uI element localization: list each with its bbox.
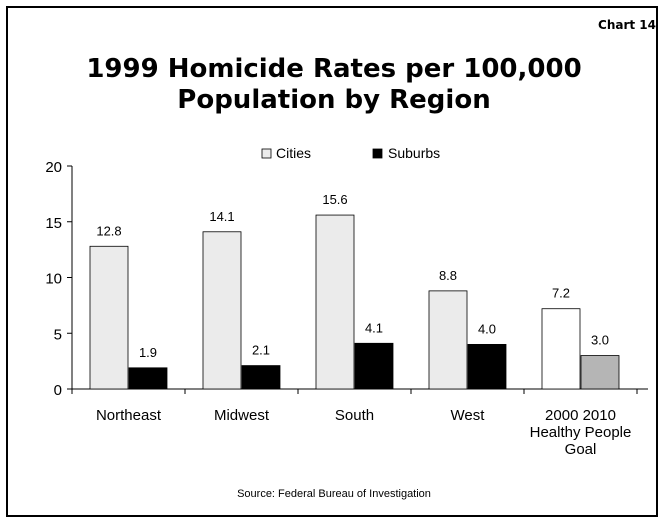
legend-swatch-cities — [261, 148, 272, 159]
bar-suburbs-4 — [580, 355, 620, 390]
x-category-label: Healthy People — [530, 424, 632, 441]
x-category-label: Goal — [565, 441, 597, 458]
legend-label-cities: Cities — [276, 145, 311, 161]
source-note: Source: Federal Bureau of Investigation — [237, 488, 431, 500]
chart-title-line-1: 1999 Homicide Rates per 100,000 — [86, 54, 582, 84]
legend-label-suburbs: Suburbs — [388, 145, 440, 161]
chart-title-line-2: Population by Region — [177, 85, 491, 115]
chart-title: 1999 Homicide Rates per 100,000 Populati… — [0, 54, 668, 116]
data-label-suburbs-0: 1.9 — [139, 345, 157, 360]
bar-suburbs-1 — [241, 365, 281, 390]
bar-suburbs-3 — [467, 343, 507, 390]
bar-cities-3 — [428, 290, 468, 390]
data-label-cities-4: 7.2 — [552, 286, 570, 301]
data-label-suburbs-4: 3.0 — [591, 333, 609, 348]
bar-suburbs-0 — [128, 367, 168, 390]
x-category-label: 2000 2010 — [545, 407, 616, 424]
x-category-label: West — [451, 407, 486, 424]
y-tick-label: 20 — [45, 159, 62, 176]
chart-number: Chart 14 — [598, 18, 656, 32]
bar-suburbs-2 — [354, 342, 394, 390]
data-label-cities-0: 12.8 — [96, 223, 121, 238]
y-tick-label: 15 — [45, 215, 62, 232]
data-label-cities-1: 14.1 — [209, 209, 234, 224]
data-label-suburbs-3: 4.0 — [478, 321, 496, 336]
y-tick-label: 0 — [54, 382, 62, 399]
bar-cities-4 — [541, 308, 581, 390]
legend-swatch-suburbs — [372, 148, 383, 159]
x-category-label: Midwest — [214, 407, 270, 424]
bar-cities-1 — [202, 231, 242, 390]
data-label-cities-2: 15.6 — [322, 192, 347, 207]
bar-cities-0 — [89, 245, 129, 390]
y-tick-label: 5 — [54, 326, 62, 343]
y-tick-label: 10 — [45, 271, 62, 288]
x-category-label: South — [335, 407, 374, 424]
bar-cities-2 — [315, 214, 355, 390]
x-category-label: Northeast — [96, 407, 162, 424]
data-label-suburbs-2: 4.1 — [365, 320, 383, 335]
data-label-suburbs-1: 2.1 — [252, 343, 270, 358]
data-label-cities-3: 8.8 — [439, 268, 457, 283]
